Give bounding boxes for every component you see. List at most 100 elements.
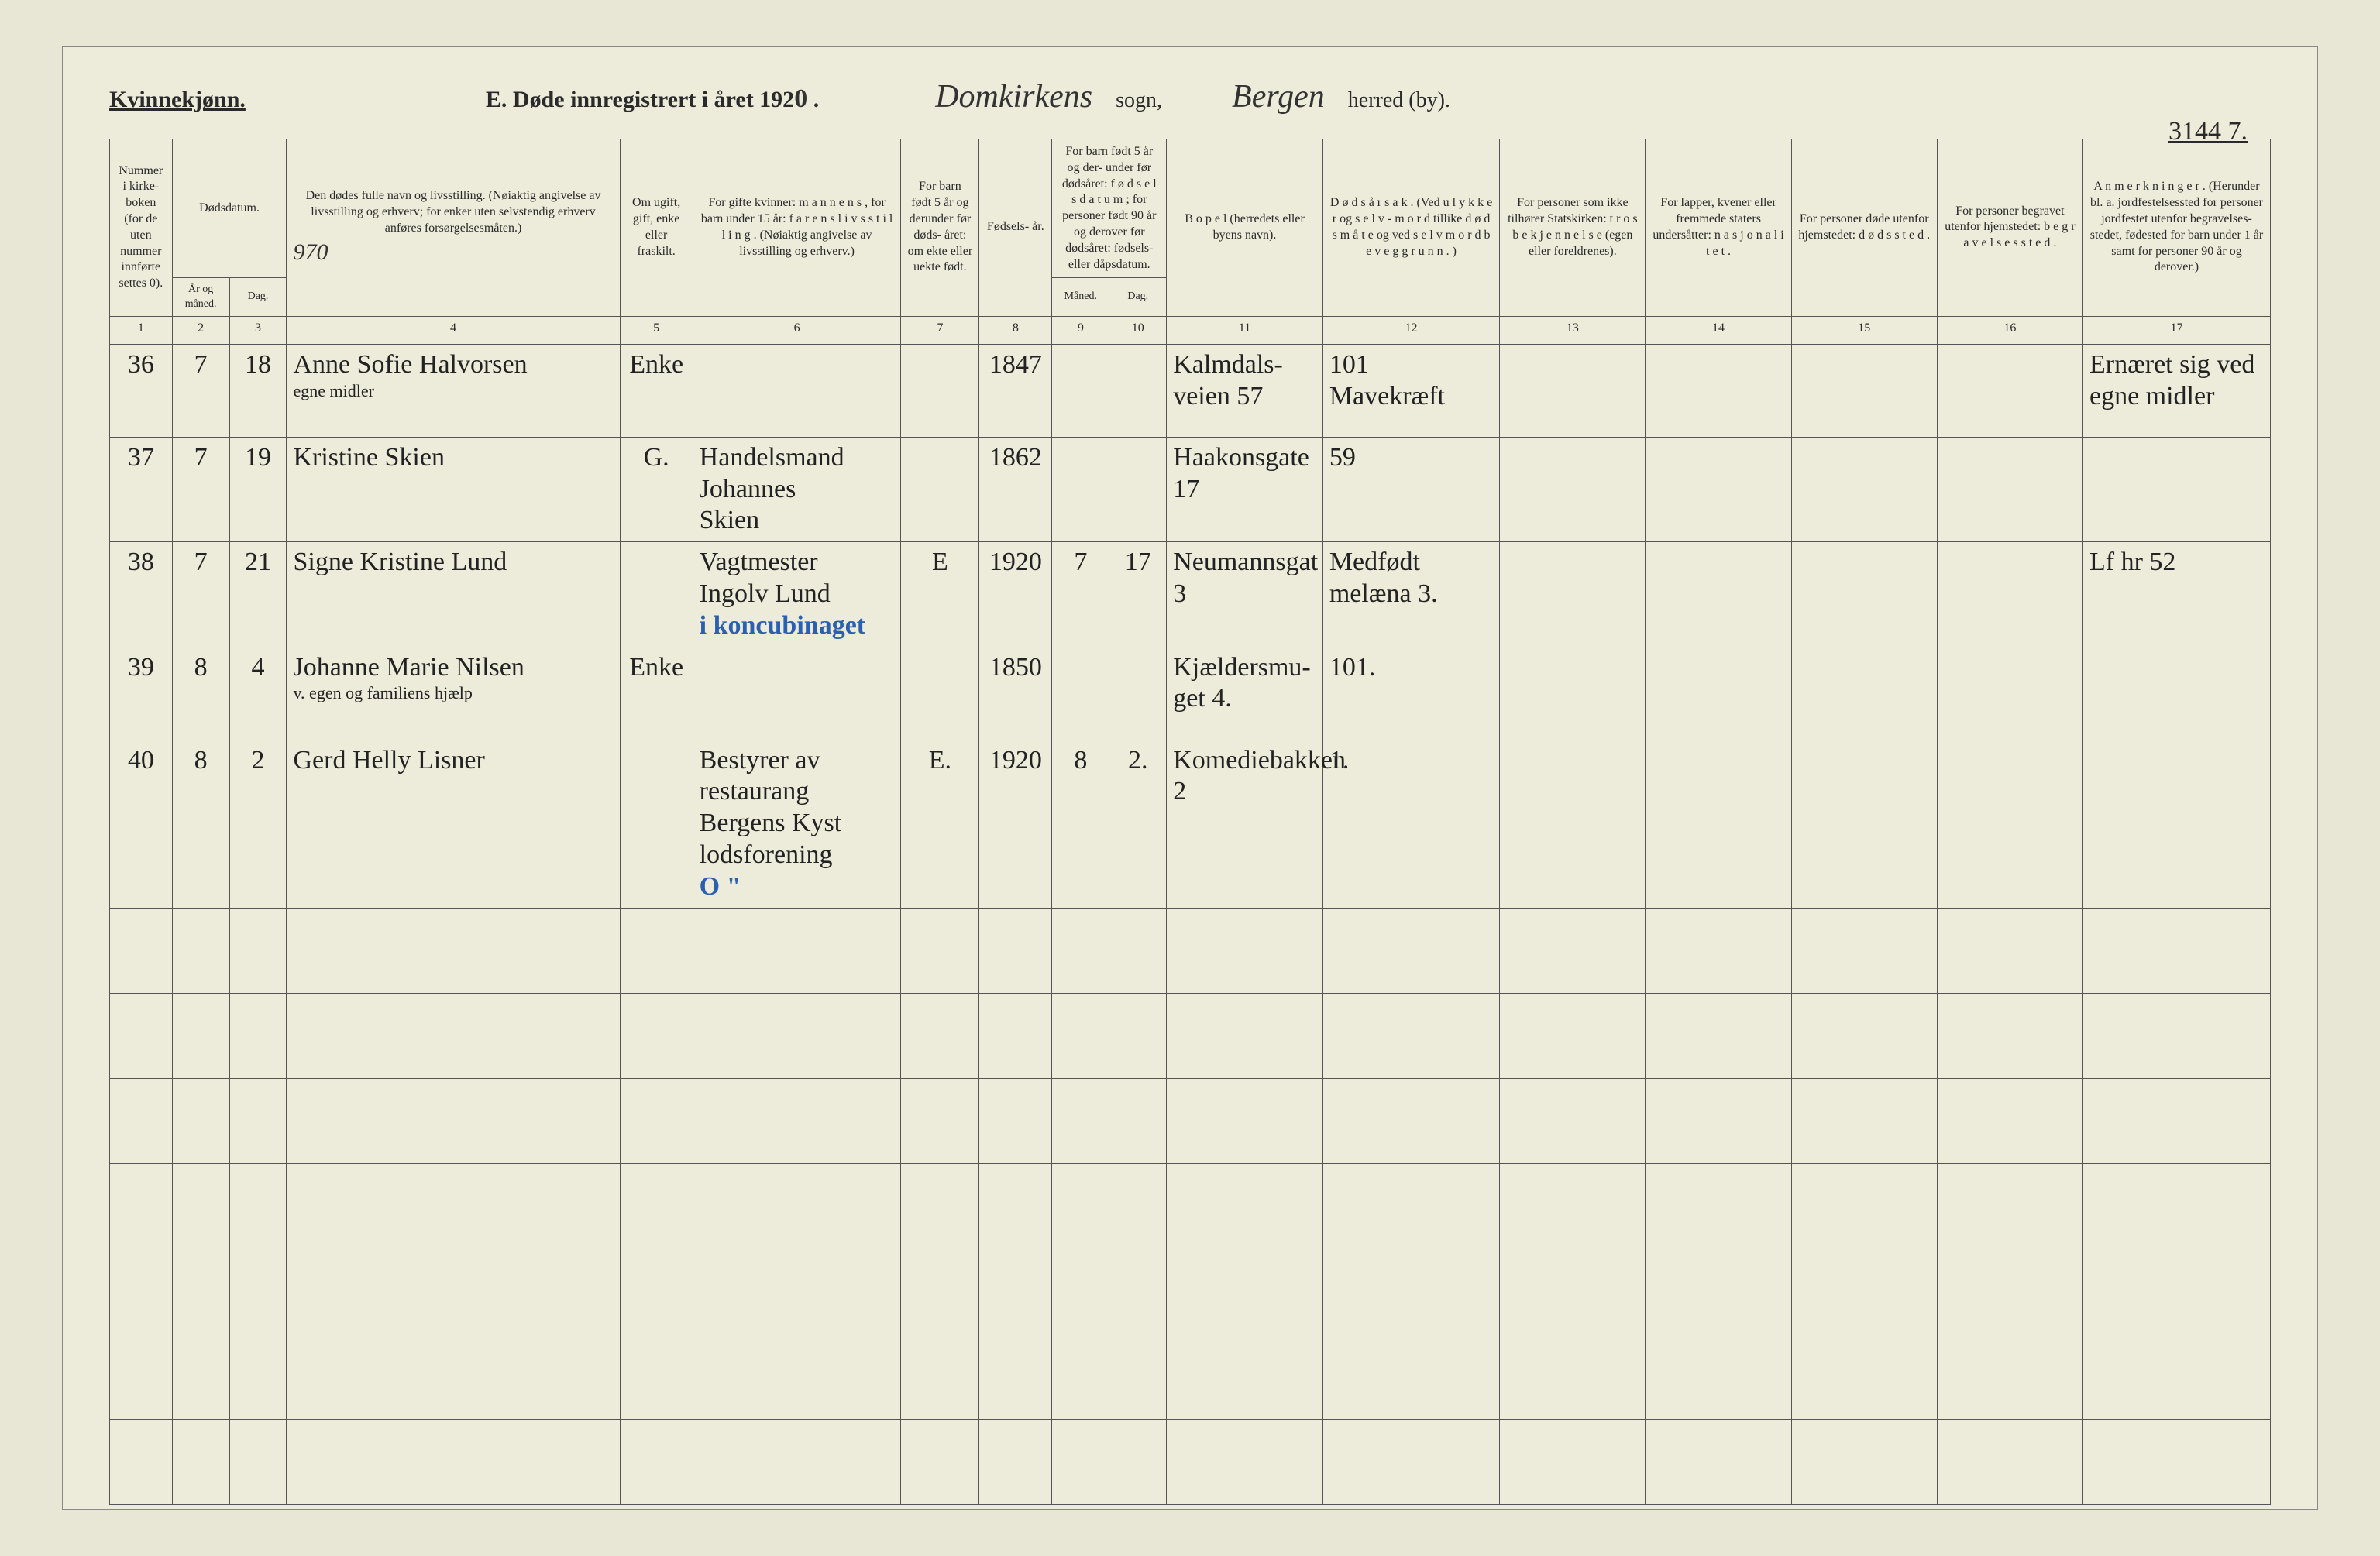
district-name-hand: Bergen [1232, 78, 1325, 115]
parish-label: sogn, [1116, 88, 1162, 113]
cell-c13 [1500, 740, 1646, 908]
empty-cell [979, 1078, 1052, 1163]
cell-anm [2082, 437, 2270, 541]
cell-c13 [1500, 344, 1646, 437]
col-header-15: For personer døde utenfor hjemstedet: d … [1791, 139, 1937, 317]
colnum: 16 [1937, 316, 2082, 344]
empty-cell [620, 993, 693, 1078]
cell-dag: 21 [229, 542, 287, 647]
empty-cell [1646, 1419, 1791, 1504]
cell-faar: 1862 [979, 437, 1052, 541]
col-header-7: For barn født 5 år og derunder før døds-… [901, 139, 979, 317]
empty-cell [1791, 1163, 1937, 1249]
cell-c15 [1791, 344, 1937, 437]
empty-cell [620, 1334, 693, 1419]
empty-cell [979, 1163, 1052, 1249]
empty-cell [979, 1419, 1052, 1504]
cell-fd [1109, 437, 1167, 541]
empty-cell [2082, 1334, 2270, 1419]
cell-bopel: Kjældersmu-get 4. [1167, 647, 1323, 740]
cell-c16 [1937, 647, 2082, 740]
empty-cell [901, 993, 979, 1078]
empty-cell [1167, 908, 1323, 993]
empty-cell [1167, 1078, 1323, 1163]
empty-cell [693, 1249, 901, 1334]
cell-aar: 8 [172, 740, 229, 908]
col-header-birth-date: For barn født 5 år og der- under før død… [1052, 139, 1167, 278]
empty-cell [110, 1334, 173, 1419]
table-row: 4082Gerd Helly LisnerBestyrer avrestaura… [110, 740, 2271, 908]
empty-cell [287, 1163, 620, 1249]
empty-cell [287, 1334, 620, 1419]
cell-c14 [1646, 437, 1791, 541]
title-prefix: E. Døde innregistrert i året 192 [486, 87, 794, 112]
cell-c15 [1791, 740, 1937, 908]
empty-cell [2082, 908, 2270, 993]
empty-cell [110, 1419, 173, 1504]
empty-cell [229, 1419, 287, 1504]
colnum: 15 [1791, 316, 1937, 344]
empty-cell [229, 1249, 287, 1334]
column-number-row: 1 2 3 4 5 6 7 8 9 10 11 12 13 14 15 16 1… [110, 316, 2271, 344]
cell-aar: 7 [172, 542, 229, 647]
col-header-13: For personer som ikke tilhører Statskirk… [1500, 139, 1646, 317]
cell-c13 [1500, 542, 1646, 647]
empty-cell [1646, 908, 1791, 993]
empty-cell [1167, 993, 1323, 1078]
death-register-table: Nummer i kirke- boken (for de uten numme… [109, 139, 2271, 1505]
cell-c14 [1646, 542, 1791, 647]
colnum: 7 [901, 316, 979, 344]
table-row: 3984Johanne Marie Nilsenv. egen og famil… [110, 647, 2271, 740]
parish-name-hand: Domkirkens [935, 78, 1092, 115]
empty-cell [287, 1419, 620, 1504]
colnum: 1 [110, 316, 173, 344]
empty-cell [229, 1163, 287, 1249]
empty-cell [1500, 1334, 1646, 1419]
cell-fm [1052, 344, 1109, 437]
empty-cell [287, 993, 620, 1078]
empty-cell [2082, 1249, 2270, 1334]
cell-fd: 2. [1109, 740, 1167, 908]
col-header-9: Måned. [1052, 278, 1109, 316]
cell-mann: Bestyrer avrestaurangBergens Kystlodsfor… [693, 740, 901, 908]
empty-cell [287, 1249, 620, 1334]
cell-aarsak: 59 [1322, 437, 1499, 541]
cell-anm [2082, 740, 2270, 908]
colnum: 3 [229, 316, 287, 344]
empty-cell [229, 908, 287, 993]
empty-cell [1052, 1163, 1109, 1249]
cell-ekte: E. [901, 740, 979, 908]
empty-cell [110, 1249, 173, 1334]
page-number: 3144 7. [2168, 117, 2248, 146]
empty-cell [172, 1078, 229, 1163]
cell-c13 [1500, 647, 1646, 740]
empty-cell [1109, 908, 1167, 993]
empty-cell [110, 993, 173, 1078]
cell-mann [693, 344, 901, 437]
colnum: 9 [1052, 316, 1109, 344]
empty-cell [2082, 1419, 2270, 1504]
form-title: E. Døde innregistrert i året 1920 . [486, 84, 819, 114]
empty-cell [620, 1078, 693, 1163]
col-header-16: For personer begravet utenfor hjemstedet… [1937, 139, 2082, 317]
empty-cell [1109, 1419, 1167, 1504]
empty-cell [110, 1163, 173, 1249]
cell-faar: 1847 [979, 344, 1052, 437]
empty-cell [901, 908, 979, 993]
empty-cell [1646, 1163, 1791, 1249]
empty-row [110, 993, 2271, 1078]
cell-sivil: G. [620, 437, 693, 541]
cell-fd: 17 [1109, 542, 1167, 647]
cell-c13 [1500, 437, 1646, 541]
empty-cell [172, 908, 229, 993]
empty-row [110, 908, 2271, 993]
empty-cell [1109, 1163, 1167, 1249]
cell-c16 [1937, 437, 2082, 541]
table-body: 36718Anne Sofie Halvorsenegne midlerEnke… [110, 344, 2271, 908]
empty-cell [1052, 1419, 1109, 1504]
empty-cell [2082, 993, 2270, 1078]
table-header: Nummer i kirke- boken (for de uten numme… [110, 139, 2271, 345]
cell-aarsak: 101Mavekræft [1322, 344, 1499, 437]
empty-cell [620, 908, 693, 993]
empty-cell [2082, 1078, 2270, 1163]
